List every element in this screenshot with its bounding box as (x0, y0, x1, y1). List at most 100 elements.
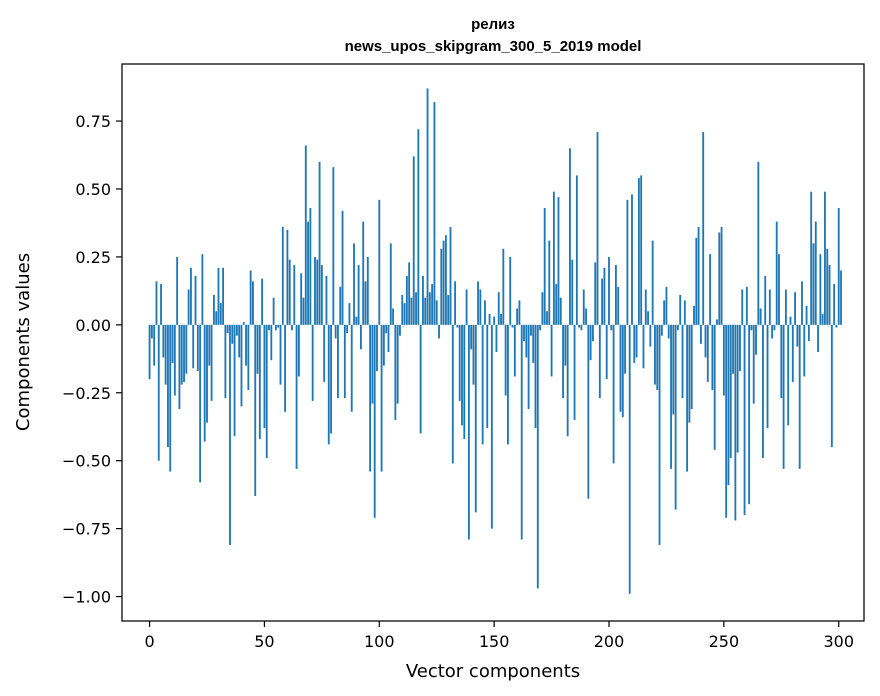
bar-3 (155, 281, 158, 325)
bar-152 (497, 292, 500, 325)
bar-224 (663, 300, 666, 325)
bar-299 (835, 324, 838, 328)
bar-268 (764, 275, 767, 325)
bar-272 (773, 324, 776, 331)
bar-39 (238, 324, 241, 358)
bar-238 (695, 237, 698, 325)
bar-113 (408, 262, 411, 325)
bar-89 (353, 243, 355, 325)
bar-245 (711, 324, 714, 391)
bar-186 (575, 175, 578, 325)
bar-0 (148, 324, 151, 380)
y-tick-label: 0.00 (75, 316, 111, 335)
bar-99 (376, 324, 378, 372)
bar-297 (830, 324, 833, 448)
x-axis-label: Vector components (406, 661, 580, 682)
bar-46 (254, 324, 257, 497)
bar-279 (789, 316, 792, 325)
bar-45 (252, 281, 254, 325)
bar-281 (794, 292, 796, 325)
bar-175 (550, 324, 553, 377)
y-tick-label: −0.75 (62, 520, 111, 539)
bar-42 (245, 324, 247, 366)
bar-44 (249, 270, 252, 325)
x-tick-label: 50 (254, 632, 274, 651)
bar-266 (759, 308, 762, 325)
bar-164 (525, 324, 528, 358)
bar-271 (771, 324, 774, 339)
bar-244 (709, 254, 712, 325)
bar-70 (309, 208, 312, 325)
bar-243 (706, 324, 709, 382)
bar-178 (557, 197, 560, 325)
bar-31 (219, 303, 222, 325)
bar-106 (392, 308, 394, 325)
chart-title-line-2: news_upos_skipgram_300_5_2019 model (345, 38, 642, 55)
bar-115 (412, 156, 415, 325)
bar-176 (552, 191, 555, 325)
bar-136 (461, 324, 463, 426)
bar-194 (594, 262, 597, 325)
bar-25 (206, 324, 208, 423)
bar-264 (755, 324, 757, 355)
bar-205 (619, 324, 622, 412)
bar-23 (201, 254, 204, 325)
bar-32 (222, 267, 224, 325)
bar-60 (286, 229, 289, 325)
bar-40 (240, 324, 243, 407)
bar-90 (355, 316, 358, 325)
bar-119 (422, 275, 424, 325)
bar-130 (447, 294, 450, 325)
bar-263 (752, 324, 755, 404)
bar-114 (410, 297, 413, 325)
bar-156 (507, 324, 509, 445)
y-axis-ticks: −1.00 −0.75 −0.50 −0.25 0.00 0.25 0.50 0.75 (62, 112, 122, 607)
bar-151 (495, 324, 498, 353)
bar-187 (578, 324, 581, 328)
bar-143 (477, 281, 479, 325)
bar-210 (631, 194, 633, 325)
bar-94 (364, 281, 367, 325)
bar-121 (426, 88, 429, 325)
bar-277 (784, 289, 787, 325)
bar-217 (647, 311, 649, 325)
bar-283 (798, 324, 801, 469)
bar-276 (782, 324, 785, 469)
chart-title-line-1: релиз (471, 16, 515, 33)
bar-253 (729, 324, 732, 458)
bar-230 (677, 324, 679, 331)
bar-173 (546, 311, 548, 325)
bar-235 (688, 324, 691, 423)
x-tick-label: 250 (709, 632, 740, 651)
bar-188 (580, 324, 583, 331)
bar-129 (444, 235, 447, 325)
bar-291 (817, 324, 819, 353)
bar-28 (212, 294, 215, 325)
bar-145 (481, 324, 484, 445)
bar-203 (614, 265, 617, 325)
bar-300 (837, 208, 840, 325)
x-tick-label: 300 (823, 632, 854, 651)
bar-86 (346, 324, 349, 333)
bar-162 (520, 324, 523, 540)
bar-97 (371, 324, 374, 404)
bar-261 (748, 324, 751, 505)
bar-226 (667, 324, 670, 339)
bar-22 (199, 324, 202, 483)
bar-177 (555, 284, 558, 325)
bar-216 (644, 289, 647, 325)
bar-77 (325, 275, 328, 325)
bar-109 (399, 324, 401, 336)
bar-112 (405, 275, 408, 325)
bar-258 (741, 289, 744, 325)
bar-278 (787, 324, 790, 426)
bar-149 (490, 324, 493, 529)
bar-282 (796, 324, 799, 347)
bar-288 (810, 191, 813, 325)
bar-197 (601, 278, 604, 325)
bar-17 (187, 289, 190, 325)
bar-199 (605, 324, 608, 380)
bar-274 (778, 254, 780, 325)
bar-182 (566, 324, 569, 437)
bar-47 (256, 324, 259, 374)
